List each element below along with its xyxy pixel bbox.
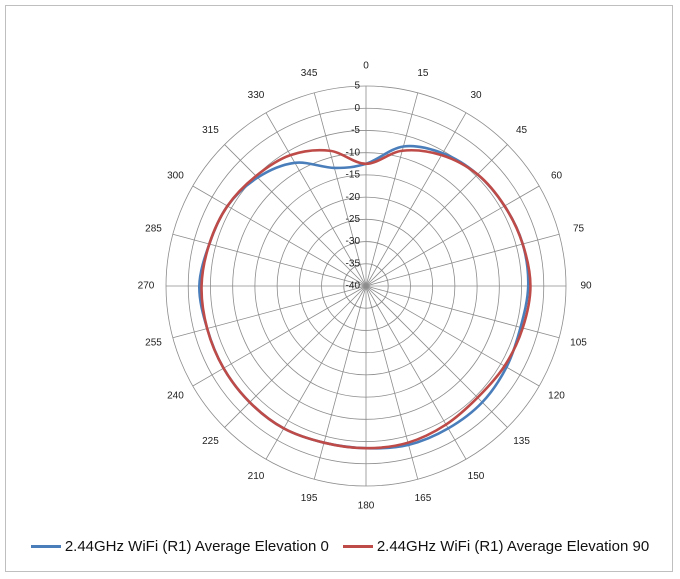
grid-spoke	[172, 233, 367, 287]
radial-tick-label: -25	[346, 214, 361, 225]
angle-tick-label: 75	[573, 224, 585, 235]
legend-label: 2.44GHz WiFi (R1) Average Elevation 90	[376, 538, 650, 555]
angle-tick-label: 345	[301, 68, 318, 79]
angle-tick-label: 300	[167, 171, 184, 182]
angle-tick-label: 225	[202, 436, 219, 447]
grid-spoke	[224, 285, 367, 428]
grid-spoke	[365, 285, 419, 480]
angle-tick-label: 240	[167, 391, 184, 402]
radial-tick-label: -5	[351, 125, 360, 136]
angle-tick-label: 120	[548, 391, 565, 402]
angle-tick-label: 90	[580, 281, 592, 292]
angle-tick-label: 105	[570, 338, 587, 349]
angle-tick-label: 195	[301, 493, 318, 504]
radial-tick-label: -20	[346, 192, 361, 203]
legend-swatch	[30, 545, 61, 548]
grid-spoke	[313, 285, 367, 480]
grid-spoke	[365, 285, 560, 339]
grid-spoke	[365, 92, 419, 287]
radial-tick-label: -15	[346, 170, 361, 181]
grid-spoke	[365, 233, 560, 287]
angle-tick-label: 15	[417, 68, 429, 79]
grid-spoke	[265, 112, 367, 287]
grid-spoke	[313, 92, 367, 287]
radial-tick-label: -35	[346, 258, 361, 269]
grid-spoke	[365, 185, 540, 287]
angle-tick-label: 60	[551, 171, 563, 182]
angle-tick-label: 330	[248, 90, 265, 101]
legend-item-1: 2.44GHz WiFi (R1) Average Elevation 0	[30, 538, 329, 555]
angle-tick-label: 270	[138, 281, 155, 292]
radial-tick-label: -30	[346, 236, 361, 247]
grid-spoke	[365, 285, 540, 387]
legend-swatch	[342, 545, 373, 548]
grid-spoke	[192, 285, 367, 387]
grid-spoke	[365, 285, 508, 428]
legend: 2.44GHz WiFi (R1) Average Elevation 0 2.4…	[0, 538, 680, 555]
angle-tick-label: 165	[415, 493, 432, 504]
angle-tick-label: 315	[202, 125, 219, 136]
grid-spoke	[365, 112, 467, 287]
grid-spoke	[172, 285, 367, 339]
grid-spoke	[265, 285, 367, 460]
legend-item-2: 2.44GHz WiFi (R1) Average Elevation 90	[342, 538, 650, 555]
radial-tick-label: -10	[346, 147, 361, 158]
angle-tick-label: 210	[248, 471, 265, 482]
legend-label: 2.44GHz WiFi (R1) Average Elevation 0	[64, 538, 329, 555]
angle-tick-label: 30	[470, 90, 482, 101]
grid-spoke	[224, 144, 367, 287]
grid-spoke	[365, 144, 508, 287]
radial-tick-label: 5	[354, 81, 360, 92]
grid-spoke	[365, 285, 467, 460]
angle-tick-label: 255	[145, 338, 162, 349]
radial-tick-label: 0	[354, 103, 360, 114]
series-line-2	[200, 148, 532, 450]
angle-tick-label: 150	[468, 471, 485, 482]
angle-tick-label: 45	[516, 125, 528, 136]
chart-frame	[5, 5, 673, 572]
grid-spoke	[192, 185, 367, 287]
angle-tick-label: 135	[513, 436, 530, 447]
angle-tick-label: 0	[363, 61, 369, 72]
angle-tick-label: 180	[358, 501, 375, 512]
radial-tick-label: -40	[346, 281, 361, 292]
angle-tick-label: 285	[145, 224, 162, 235]
